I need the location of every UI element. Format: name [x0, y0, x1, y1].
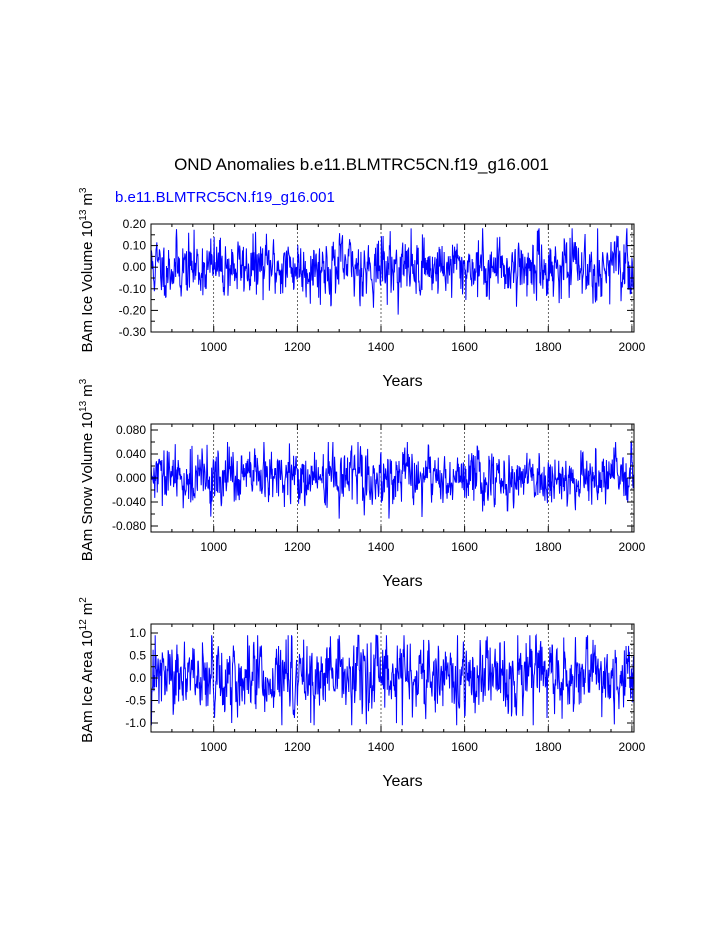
y-axis-label-text: BAm Ice Area 10	[79, 630, 96, 743]
y-tick-label: 0.0	[129, 671, 146, 685]
series-line	[150, 441, 635, 519]
chart-panel-2: 1000 1200 1400 1600 1800 2000 -0.080 -0.040 0.00…	[78, 378, 646, 590]
chart-panel-3: 1000 1200 1400 1600 1800 2000 -1.0 -0.5 0.0 0.5 1.…	[78, 597, 646, 790]
x-tick-label: 1600	[451, 740, 478, 754]
figure-subtitle: b.e11.BLMTRC5CN.f19_g16.001	[115, 189, 335, 206]
y-axis-label-unit: m	[79, 603, 96, 616]
y-axis-label-exponent: 13	[78, 400, 89, 412]
y-axis-label: BAm Snow Volume 1013 m3	[78, 378, 96, 561]
y-axis-label-unit-exponent: 3	[78, 187, 89, 193]
y-tick-label: -0.040	[112, 495, 146, 509]
y-axis-label-exponent: 13	[78, 209, 89, 221]
x-tick-label: 1800	[535, 740, 562, 754]
y-axis-label-exponent: 12	[78, 619, 89, 631]
y-tick-label: -1.0	[125, 716, 146, 730]
x-tick-label: 1400	[368, 540, 395, 554]
y-axis-label-unit: m	[79, 384, 96, 397]
x-tick-label: 2000	[619, 340, 646, 354]
x-tick-label: 1200	[284, 340, 311, 354]
x-tick-label: 1000	[200, 340, 227, 354]
y-tick-label: -0.20	[119, 303, 147, 317]
y-axis-label-unit-exponent: 3	[78, 378, 89, 384]
y-tick-label: 1.0	[129, 626, 146, 640]
x-axis-label: Years	[382, 773, 422, 790]
x-tick-label: 1800	[535, 540, 562, 554]
y-tick-label: 0.20	[123, 217, 147, 231]
y-tick-label: 0.10	[123, 239, 147, 253]
y-tick-label: 0.000	[116, 471, 146, 485]
series-line	[150, 633, 635, 726]
x-tick-label: 1000	[200, 540, 227, 554]
x-tick-label: 1400	[368, 740, 395, 754]
x-tick-label: 1000	[200, 740, 227, 754]
y-axis-label: BAm Ice Volume 1013 m3	[78, 187, 96, 352]
x-tick-label: 2000	[619, 740, 646, 754]
series-line	[150, 228, 635, 315]
y-tick-label: 0.040	[116, 447, 146, 461]
x-tick-label: 2000	[619, 540, 646, 554]
y-tick-label: -0.5	[125, 694, 146, 708]
figure-title: OND Anomalies b.e11.BLMTRC5CN.f19_g16.00…	[174, 155, 549, 174]
y-tick-label: -0.10	[119, 282, 147, 296]
y-axis-label-unit-exponent: 2	[78, 597, 89, 603]
x-tick-label: 1200	[284, 540, 311, 554]
y-axis-label: BAm Ice Area 1012 m2	[78, 597, 96, 743]
x-axis-label: Years	[382, 573, 422, 590]
y-axis-label-unit: m	[79, 193, 96, 206]
x-tick-label: 1600	[451, 540, 478, 554]
x-tick-label: 1200	[284, 740, 311, 754]
x-tick-label: 1800	[535, 340, 562, 354]
chart-panel-1: 1000 1200 1400 1600 1800 2000 -0.30 -0.20 -0.10 0…	[78, 187, 646, 390]
x-tick-label: 1400	[368, 340, 395, 354]
x-tick-label: 1600	[451, 340, 478, 354]
y-tick-label: 0.5	[129, 649, 146, 663]
y-tick-label: 0.00	[123, 260, 147, 274]
y-tick-label: 0.080	[116, 423, 146, 437]
x-axis-label: Years	[382, 373, 422, 390]
y-tick-label: -0.30	[119, 325, 147, 339]
y-tick-label: -0.080	[112, 519, 146, 533]
y-axis-label-text: BAm Snow Volume 10	[79, 412, 96, 561]
y-axis-label-text: BAm Ice Volume 10	[79, 221, 96, 353]
